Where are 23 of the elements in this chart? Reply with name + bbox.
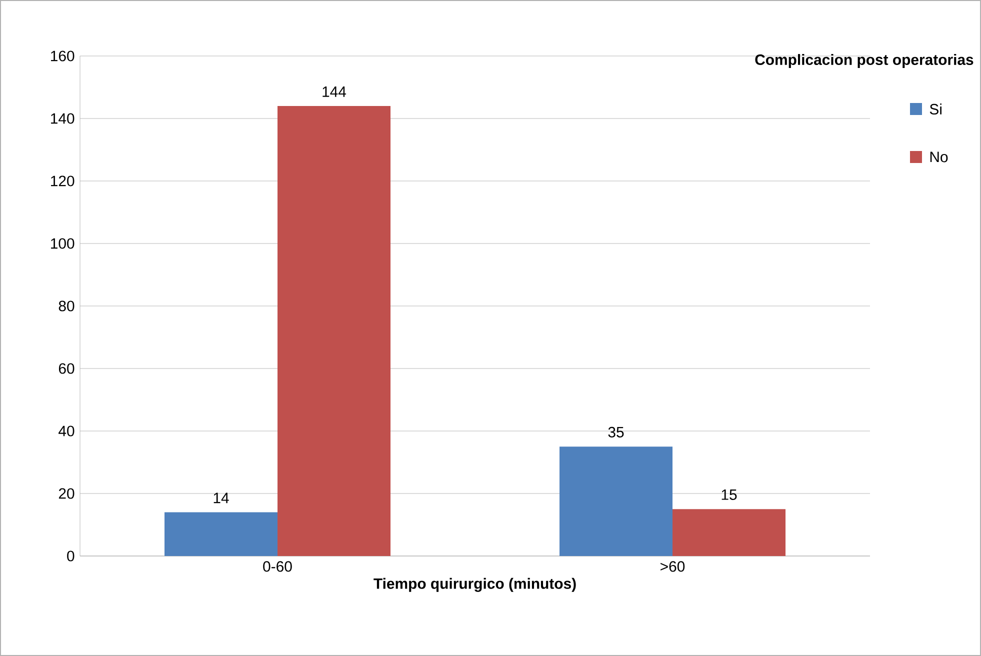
data-label: 35 (608, 426, 624, 438)
y-tick-label: 140 (51, 113, 74, 124)
data-label: 15 (722, 490, 737, 500)
y-tick-label: 60 (58, 363, 74, 374)
y-tick-label: 40 (58, 426, 74, 436)
y-tick-label: 80 (58, 300, 74, 312)
y-tick-label: 160 (51, 50, 74, 62)
legend-title: Complicacion post operatorias (755, 54, 974, 68)
y-tick-label: 0 (67, 550, 74, 562)
data-label: 144 (322, 86, 346, 97)
legend-label: Si (930, 104, 942, 114)
y-tick-label: 100 (51, 238, 74, 249)
bar (278, 106, 391, 556)
bar (560, 446, 673, 556)
legend-label: No (930, 152, 948, 162)
x-tick-label: >60 (660, 561, 685, 572)
bar (672, 509, 786, 556)
x-axis-title: Tiempo quirurgico (minutos) (374, 578, 576, 592)
data-label: 14 (214, 492, 229, 504)
y-tick-label: 120 (51, 176, 74, 186)
bar (164, 512, 278, 556)
x-tick-label: 0-60 (263, 561, 292, 572)
y-tick-label: 20 (58, 488, 74, 499)
